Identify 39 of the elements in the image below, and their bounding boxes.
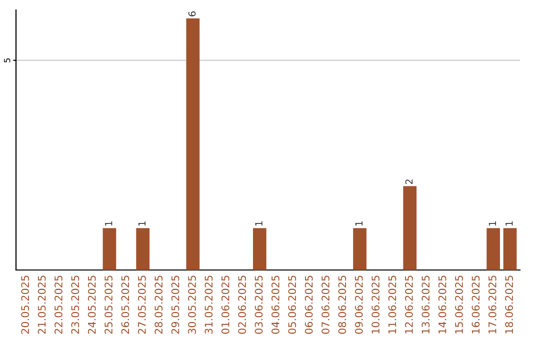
data-label: 2 — [405, 180, 413, 184]
x-tick-label: 23.05.2025 — [71, 276, 80, 334]
x-tick-label: 26.05.2025 — [121, 276, 130, 334]
data-label: 6 — [188, 11, 196, 16]
data-label: 1 — [488, 221, 496, 226]
x-tick-label: 15.06.2025 — [455, 276, 463, 334]
x-tick-label: 25.05.2025 — [104, 276, 112, 334]
data-label: 1 — [105, 221, 112, 226]
data-label: 1 — [255, 221, 262, 226]
x-tick-label: 02.06.2025 — [238, 276, 246, 334]
x-tick-label: 05.06.2025 — [288, 276, 296, 334]
x-tick-label: 08.06.2025 — [338, 276, 346, 334]
x-tick-label: 24.05.2025 — [88, 276, 96, 334]
x-tick-label: 18.06.2025 — [505, 276, 514, 334]
x-tick-label: 12.06.2025 — [405, 276, 413, 334]
x-tick-label: 07.06.2025 — [322, 276, 330, 334]
data-label: 1 — [355, 221, 362, 226]
x-tick-label: 11.06.2025 — [388, 276, 396, 334]
x-tick-label: 30.05.2025 — [188, 276, 196, 334]
x-tick-label: 22.05.2025 — [54, 276, 62, 334]
data-label: 1 — [506, 221, 513, 226]
x-tick-label: 06.06.2025 — [304, 276, 313, 334]
x-tick-label: 01.06.2025 — [221, 276, 230, 334]
x-tick-label: 16.06.2025 — [472, 276, 480, 334]
x-tick-label: 10.06.2025 — [372, 276, 380, 334]
x-tick-label: 04.06.2025 — [271, 276, 280, 334]
x-tick-label: 13.06.2025 — [422, 276, 430, 334]
x-tick-label: 27.05.2025 — [138, 276, 146, 334]
x-tick-label: 21.05.2025 — [38, 276, 46, 334]
x-tick-label: 17.06.2025 — [488, 276, 496, 334]
y-tick-label: 5 — [4, 58, 10, 62]
x-tick-label: 28.05.2025 — [154, 276, 163, 334]
x-tick-label: 03.06.2025 — [254, 276, 263, 334]
x-tick-label: 14.06.2025 — [438, 276, 446, 334]
x-tick-label: 29.05.2025 — [171, 276, 180, 334]
x-tick-label: 31.05.2025 — [204, 276, 213, 334]
x-tick-label: 20.05.2025 — [21, 276, 30, 334]
x-tick-label: 09.06.2025 — [354, 276, 363, 334]
data-label: 1 — [138, 221, 146, 226]
